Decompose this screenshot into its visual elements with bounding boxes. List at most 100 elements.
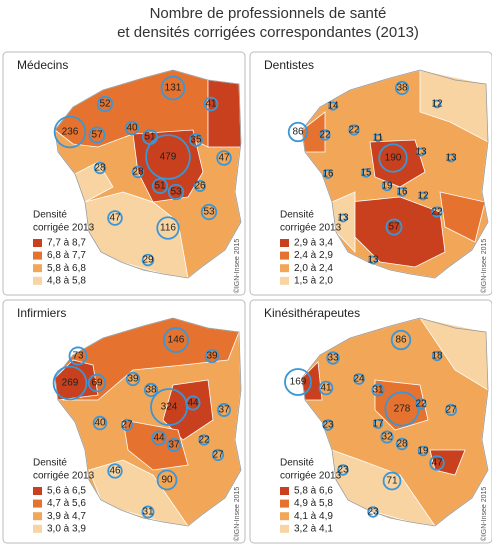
credit: ©IGN-Insee 2015 (480, 239, 488, 294)
count-label: 47 (109, 213, 121, 224)
count-circle (87, 373, 107, 393)
panel-title: Infirmiers (17, 306, 66, 320)
credit: ©IGN-Insee 2015 (233, 239, 241, 294)
title-line: et densités corrigées correspondantes (2… (117, 24, 419, 41)
count-label: 47 (218, 153, 230, 164)
legend-swatch (280, 276, 289, 285)
count-circle (145, 134, 191, 180)
count-label: 23 (337, 465, 349, 476)
count-label: 19 (381, 181, 393, 192)
count-label: 44 (153, 433, 165, 444)
count-circle (328, 101, 338, 111)
count-circle (124, 120, 140, 136)
legend-label: 2,4 à 2,9 (294, 250, 333, 261)
count-label: 22 (415, 399, 427, 410)
count-label: 35 (190, 135, 202, 146)
count-circle (394, 80, 410, 96)
count-circle (417, 445, 429, 457)
count-label: 57 (388, 222, 400, 233)
count-circle (353, 373, 365, 385)
count-circle (120, 418, 134, 432)
count-circle (380, 430, 394, 444)
count-circle (160, 75, 186, 101)
count-circle (378, 143, 408, 173)
map-panel: Kinésithérapeutes 86 33 18 169 41 24 31 278 22 27 2… (249, 299, 492, 544)
count-circle (432, 99, 442, 109)
title-line: Nombre de professionnels de santé (150, 5, 387, 22)
count-circle (198, 434, 210, 446)
count-label: 26 (194, 181, 206, 192)
count-circle (189, 133, 203, 147)
panel-title: Dentistes (264, 58, 314, 72)
legend-label: 3,0 à 3,9 (47, 523, 86, 534)
legend-swatch (33, 499, 42, 508)
count-label: 47 (431, 458, 443, 469)
count-circle (338, 213, 348, 223)
legend-swatch (33, 524, 42, 533)
count-label: 28 (396, 439, 408, 450)
count-label: 33 (327, 353, 339, 364)
legend-swatch (33, 251, 42, 260)
legend-title: corrigée 2013 (280, 471, 342, 482)
count-label: 51 (144, 132, 156, 143)
legend-label: 2,9 à 3,4 (294, 238, 333, 249)
count-label: 116 (160, 223, 176, 234)
legend-title: corrigée 2013 (280, 223, 342, 234)
legend-label: 4,8 à 5,8 (47, 275, 86, 286)
count-label: 24 (353, 374, 365, 385)
region-outline (301, 69, 489, 279)
legend-swatch (280, 239, 289, 247)
legend-label: 5,6 à 6,5 (47, 486, 86, 497)
region-class (369, 139, 426, 188)
count-label: 236 (62, 127, 79, 138)
count-circle (185, 395, 201, 411)
count-circle (204, 348, 220, 364)
count-circle (418, 191, 428, 201)
count-label: 86 (395, 335, 407, 346)
count-label: 22 (198, 435, 210, 446)
legend-swatch (33, 264, 42, 273)
count-circle (96, 95, 114, 113)
region-class (122, 419, 189, 471)
region-class (132, 129, 204, 203)
count-label: 27 (445, 405, 457, 416)
count-label: 31 (372, 385, 384, 396)
count-circle (431, 350, 443, 362)
map-panel: Médecins 131 52 41 236 57 40 51 479 35 28 28 51 53 26 4… (2, 51, 246, 296)
count-circle (92, 415, 108, 431)
count-label: 57 (91, 130, 103, 141)
count-circle (216, 150, 232, 166)
region-class (162, 379, 214, 441)
count-circle (141, 505, 155, 519)
credit: ©IGN-Insee 2015 (233, 487, 241, 542)
count-label: 41 (320, 383, 332, 394)
count-circle (68, 346, 88, 366)
count-circle (326, 351, 340, 365)
count-circle (107, 210, 123, 226)
panel-title: Kinésithérapeutes (264, 306, 360, 320)
count-label: 190 (385, 153, 402, 164)
count-label: 37 (218, 405, 230, 416)
count-label: 23 (367, 507, 379, 518)
count-circle (143, 382, 159, 398)
legend-label: 4,7 à 5,6 (47, 498, 86, 509)
count-label: 39 (206, 351, 218, 362)
count-circle (429, 455, 445, 471)
legend-swatch (280, 487, 289, 495)
count-circle (217, 403, 231, 417)
count-circle (323, 169, 333, 179)
legend-label: 5,8 à 6,8 (47, 263, 86, 274)
count-label: 17 (372, 419, 384, 430)
count-label: 14 (327, 101, 339, 112)
count-label: 37 (168, 440, 180, 451)
count-label: 146 (168, 335, 185, 346)
count-label: 479 (160, 152, 177, 163)
region-outline (301, 317, 489, 527)
count-circle (131, 165, 145, 179)
count-circle (416, 147, 426, 157)
count-circle (163, 327, 189, 353)
count-label: 22 (319, 130, 331, 141)
count-label: 18 (431, 351, 443, 362)
